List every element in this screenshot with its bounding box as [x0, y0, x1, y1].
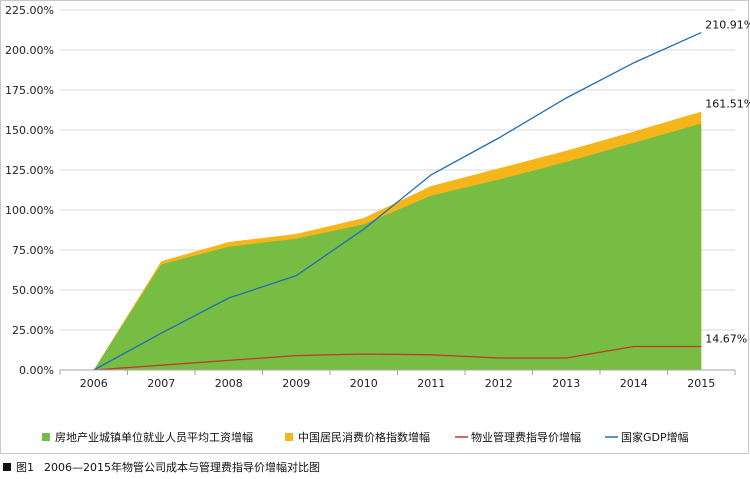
y-axis-tick-labels: 0.00% 25.00% 50.00% 75.00% 100.00% 125.00% 150… [5, 4, 54, 377]
legend-label: 物业管理费指导价增幅 [471, 430, 581, 444]
caption-marker-icon [3, 463, 11, 471]
legend: 房地产业城镇单位就业人员平均工资增幅 中国居民消费价格指数增幅 物业管理费指导价增幅… [42, 430, 689, 444]
x-tick-label: 2012 [485, 377, 513, 390]
chart-frame [0, 0, 749, 454]
x-tick-label: 2013 [552, 377, 580, 390]
data-labels: 210.91% 161.51% 14.67% [705, 19, 750, 346]
data-label: 210.91% [705, 19, 750, 32]
figure-caption: 图1 2006—2015年物管公司成本与管理费指导价增幅对比图 [0, 458, 320, 476]
comparison-chart: 0.00% 25.00% 50.00% 75.00% 100.00% 125.00% 150… [5, 4, 750, 444]
area-series-path [93, 123, 702, 370]
x-tick-label: 2006 [80, 377, 108, 390]
x-tick-label: 2007 [147, 377, 175, 390]
data-label: 14.67% [705, 333, 747, 346]
data-label: 161.51% [705, 98, 750, 111]
legend-label: 中国居民消费价格指数增幅 [298, 430, 430, 444]
caption-number: 图1 [16, 461, 34, 474]
line-series-path [93, 345, 702, 371]
line-series-path [93, 31, 702, 371]
y-tick-label: 0.00% [19, 364, 54, 377]
line-series [93, 31, 702, 371]
x-axis-tick-labels: 2006 2007 2008 2009 2010 2011 2012 2013 2014 2015 [80, 377, 716, 390]
x-axis [59, 369, 736, 375]
y-tick-label: 75.00% [12, 244, 54, 257]
y-tick-label: 225.00% [5, 4, 54, 17]
caption-text: 2006—2015年物管公司成本与管理费指导价增幅对比图 [44, 461, 320, 474]
y-tick-label: 150.00% [5, 124, 54, 137]
x-tick-label: 2008 [215, 377, 243, 390]
y-tick-label: 125.00% [5, 164, 54, 177]
y-tick-label: 200.00% [5, 44, 54, 57]
x-tick-label: 2009 [282, 377, 310, 390]
y-tick-label: 175.00% [5, 84, 54, 97]
x-tick-label: 2014 [620, 377, 648, 390]
legend-swatch-icon [42, 433, 50, 441]
y-tick-label: 100.00% [5, 204, 54, 217]
legend-swatch-icon [285, 433, 293, 441]
x-tick-label: 2010 [350, 377, 378, 390]
x-tick-label: 2015 [687, 377, 715, 390]
legend-label: 房地产业城镇单位就业人员平均工资增幅 [55, 430, 253, 444]
y-tick-label: 25.00% [12, 324, 54, 337]
area-series [93, 111, 702, 371]
y-tick-label: 50.00% [12, 284, 54, 297]
legend-label: 国家GDP增幅 [621, 430, 689, 444]
x-tick-label: 2011 [417, 377, 445, 390]
